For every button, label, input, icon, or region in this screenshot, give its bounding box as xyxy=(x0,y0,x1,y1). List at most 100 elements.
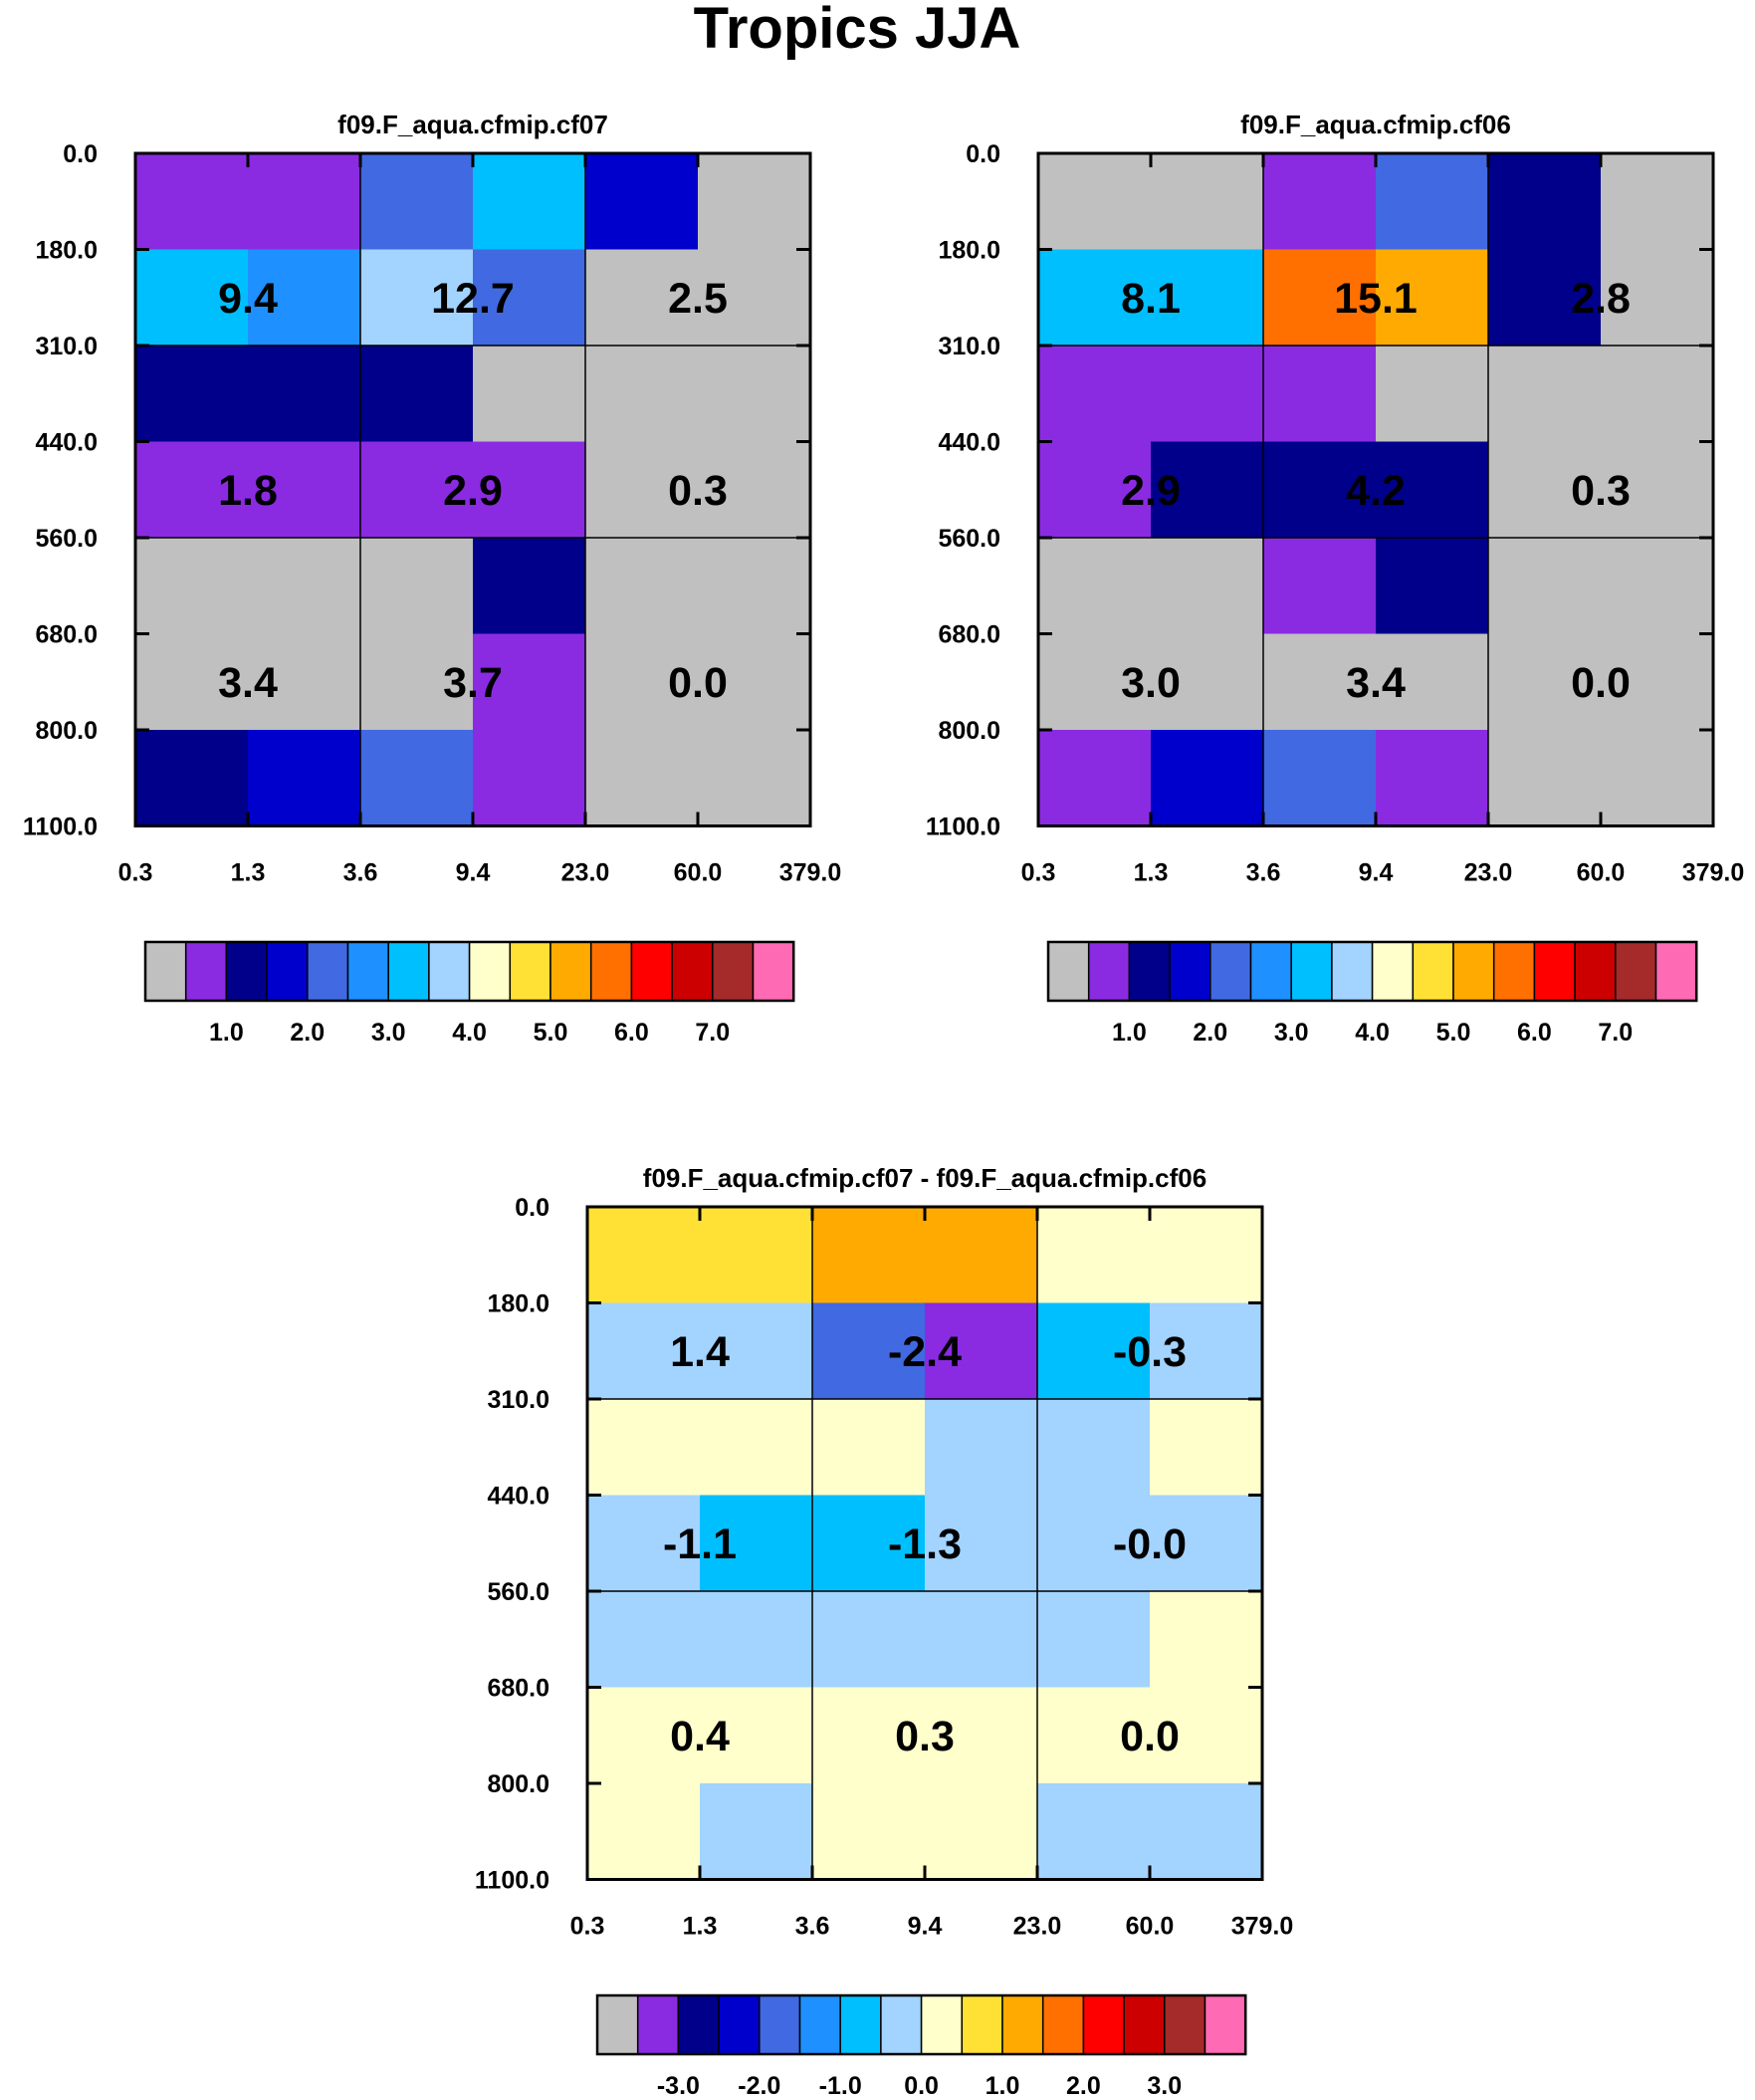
colorbar-swatch xyxy=(1249,941,1292,1002)
colorbar-swatch xyxy=(387,941,430,1002)
heatmap-cell xyxy=(1151,441,1264,539)
heatmap-cell xyxy=(1376,153,1489,251)
colorbar-swatch xyxy=(1041,1994,1085,2055)
heatmap-cell xyxy=(135,730,249,827)
heatmap-cell xyxy=(1601,346,1714,443)
x-tick-label: 60.0 xyxy=(1577,859,1626,887)
heatmap-cell xyxy=(135,153,249,251)
block-value-label: 3.4 xyxy=(1346,659,1406,707)
x-tick-label: 3.6 xyxy=(343,859,378,887)
colorbar-swatch xyxy=(839,1994,882,2055)
heatmap-cell xyxy=(698,249,811,347)
colorbar-swatch xyxy=(1615,941,1657,1002)
heatmap-cell xyxy=(812,1783,926,1881)
heatmap-cell xyxy=(1376,346,1489,443)
heatmap-cell xyxy=(1376,441,1489,539)
y-tick-label: 680.0 xyxy=(487,1675,549,1703)
colorbar-swatch xyxy=(1087,941,1131,1002)
heatmap-cell xyxy=(700,1783,813,1881)
heatmap-cell xyxy=(1038,633,1152,731)
colorbar-swatch xyxy=(630,941,673,1002)
heatmap-cell xyxy=(700,1399,813,1497)
heatmap-cell xyxy=(587,1399,701,1497)
block-value-label: 0.0 xyxy=(668,659,728,707)
colorbar-swatch xyxy=(752,941,794,1002)
x-tick-label: 379.0 xyxy=(779,859,842,887)
colorbar-label: 3.0 xyxy=(1147,2072,1182,2100)
colorbar-swatch xyxy=(1492,941,1536,1002)
colorbar-frame xyxy=(595,1993,1247,2056)
heatmap-cell xyxy=(473,346,586,443)
heatmap-cell xyxy=(135,538,249,635)
heatmap-cell xyxy=(473,441,586,539)
heatmap-cell xyxy=(1150,1207,1263,1304)
colorbar-label: 1.0 xyxy=(1112,1019,1147,1047)
heatmap-cell xyxy=(360,730,474,827)
heatmap-cell xyxy=(360,538,474,635)
heatmap-cell xyxy=(1038,730,1152,827)
y-tick-label: 560.0 xyxy=(487,1578,549,1606)
heatmap-cell xyxy=(587,1207,701,1304)
block-value-label: 0.3 xyxy=(1571,467,1631,515)
heatmap-cell xyxy=(1488,633,1602,731)
panel-title: f09.F_aqua.cfmip.cf06 xyxy=(1240,110,1511,139)
colorbar-swatch xyxy=(920,1994,964,2055)
x-tick-label: 1.3 xyxy=(231,859,266,887)
heatmap-cell xyxy=(1150,1687,1263,1784)
colorbar-swatch xyxy=(1204,1994,1246,2055)
heatmap-cell xyxy=(1376,730,1489,827)
colorbar-swatch xyxy=(509,941,551,1002)
heatmap-cell xyxy=(1488,249,1602,347)
heatmap-cell xyxy=(1038,346,1152,443)
heatmap-cell xyxy=(248,249,361,347)
colorbar-label: 7.0 xyxy=(695,1019,730,1047)
heatmap-cell xyxy=(1038,249,1152,347)
colorbar-swatch xyxy=(1128,941,1171,1002)
heatmap-cell xyxy=(1601,153,1714,251)
heatmap-cell xyxy=(812,1302,926,1400)
colorbar-label: -2.0 xyxy=(738,2072,780,2100)
block-value-label: 0.0 xyxy=(1120,1713,1180,1760)
heatmap-cell xyxy=(473,730,586,827)
block-value-label: 2.5 xyxy=(668,275,728,323)
heatmap-cell xyxy=(1151,153,1264,251)
y-tick-label: 1100.0 xyxy=(926,814,1000,841)
x-tick-label: 0.3 xyxy=(570,1913,605,1941)
heatmap-cell xyxy=(360,633,474,731)
heatmap-cell xyxy=(1263,538,1377,635)
block-value-label: -1.3 xyxy=(888,1520,962,1568)
heatmap-cell xyxy=(1601,538,1714,635)
x-tick-label: 60.0 xyxy=(674,859,723,887)
block-value-label: -0.0 xyxy=(1113,1520,1187,1568)
block-value-label: 15.1 xyxy=(1334,275,1418,323)
heatmap-cell xyxy=(700,1302,813,1400)
y-tick-label: 560.0 xyxy=(35,525,98,553)
heatmap-cell xyxy=(1488,441,1602,539)
colorbar-label: 7.0 xyxy=(1598,1019,1633,1047)
colorbar-swatch xyxy=(1452,941,1495,1002)
colorbar-swatch xyxy=(712,941,755,1002)
heatmap-cell xyxy=(700,1207,813,1304)
heatmap-cell xyxy=(1037,1495,1151,1592)
heatmap-cell xyxy=(248,153,361,251)
block-value-label: 3.7 xyxy=(443,659,503,707)
colorbar-swatch xyxy=(636,1994,680,2055)
y-tick-label: 1100.0 xyxy=(475,1867,549,1895)
heatmap-cell xyxy=(248,538,361,635)
colorbar-frame xyxy=(1046,940,1698,1003)
heatmap-cell xyxy=(248,730,361,827)
colorbar-label: 2.0 xyxy=(290,1019,325,1047)
heatmap-cell xyxy=(473,633,586,731)
colorbar-label: 3.0 xyxy=(1274,1019,1309,1047)
heatmap-cell xyxy=(585,441,699,539)
heatmap-cell xyxy=(925,1591,1038,1689)
colorbar-label: 6.0 xyxy=(614,1019,649,1047)
colorbar-swatch xyxy=(346,941,389,1002)
x-tick-label: 1.3 xyxy=(1134,859,1169,887)
colorbar-swatch xyxy=(1209,941,1252,1002)
x-tick-label: 9.4 xyxy=(908,1913,943,1941)
colorbar-label: 3.0 xyxy=(371,1019,406,1047)
colorbar-swatch xyxy=(1574,941,1617,1002)
heatmap-cell xyxy=(360,441,474,539)
heatmap-cell xyxy=(812,1495,926,1592)
